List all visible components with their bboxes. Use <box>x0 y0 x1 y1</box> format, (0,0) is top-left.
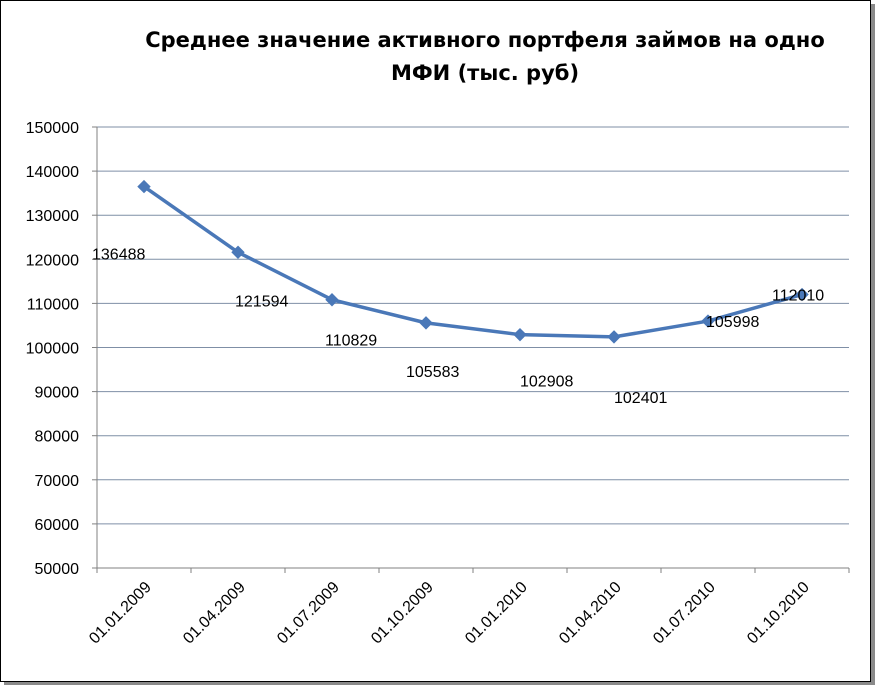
x-tick-label: 01.07.2009 <box>274 579 343 648</box>
data-point-marker <box>419 316 433 330</box>
gridlines <box>97 126 849 525</box>
data-label: 102908 <box>520 374 573 391</box>
data-label: 102401 <box>614 390 667 407</box>
y-tick-label: 150000 <box>26 120 79 137</box>
data-point-marker <box>325 293 339 307</box>
data-label: 105583 <box>406 364 459 381</box>
x-tick-label: 01.04.2010 <box>556 579 625 648</box>
y-tick-label: 80000 <box>35 429 80 446</box>
x-tick-label: 01.10.2009 <box>368 579 437 648</box>
series <box>137 179 809 344</box>
x-tick-label: 01.10.2010 <box>744 579 813 648</box>
frame-shadow-bottom <box>4 682 875 685</box>
x-tick-label: 01.01.2010 <box>462 579 531 648</box>
data-point-marker <box>607 330 621 344</box>
y-tick-labels: 50000 60000 70000 80000 90000 100000 110000 120… <box>26 120 79 578</box>
y-tick-label: 60000 <box>35 517 80 534</box>
chart-title: Среднее значение активного портфеля займ… <box>145 28 825 85</box>
data-label: 105998 <box>706 314 759 331</box>
y-tick-label: 140000 <box>26 164 79 181</box>
x-tick-label: 01.04.2009 <box>180 579 249 648</box>
y-tick-label: 100000 <box>26 341 79 358</box>
data-label: 110829 <box>325 333 377 350</box>
data-label: 121594 <box>235 293 288 310</box>
x-tick-labels: 01.01.2009 01.04.2009 01.07.2009 01.10.2009… <box>86 579 813 648</box>
data-labels: 136488 121594 110829 105583 102908 102401 1059… <box>92 247 824 407</box>
axes <box>92 126 850 573</box>
y-tick-label: 120000 <box>26 252 79 269</box>
data-point-marker <box>513 327 527 342</box>
series-line <box>142 185 803 339</box>
data-label: 112010 <box>772 288 824 305</box>
y-tick-label: 70000 <box>35 473 80 490</box>
y-tick-label: 50000 <box>35 561 80 578</box>
y-tick-label: 110000 <box>27 296 79 313</box>
data-point-marker <box>137 179 151 194</box>
data-point-marker <box>231 245 245 259</box>
data-point-marker <box>701 314 715 328</box>
x-tick-label: 01.07.2010 <box>650 579 719 648</box>
y-tick-label: 90000 <box>35 385 80 402</box>
y-tick-label: 130000 <box>26 208 79 225</box>
x-tick-label: 01.01.2009 <box>86 579 155 648</box>
data-label: 136488 <box>92 247 145 264</box>
frame-shadow-right <box>871 4 875 685</box>
data-point-marker <box>795 287 809 302</box>
